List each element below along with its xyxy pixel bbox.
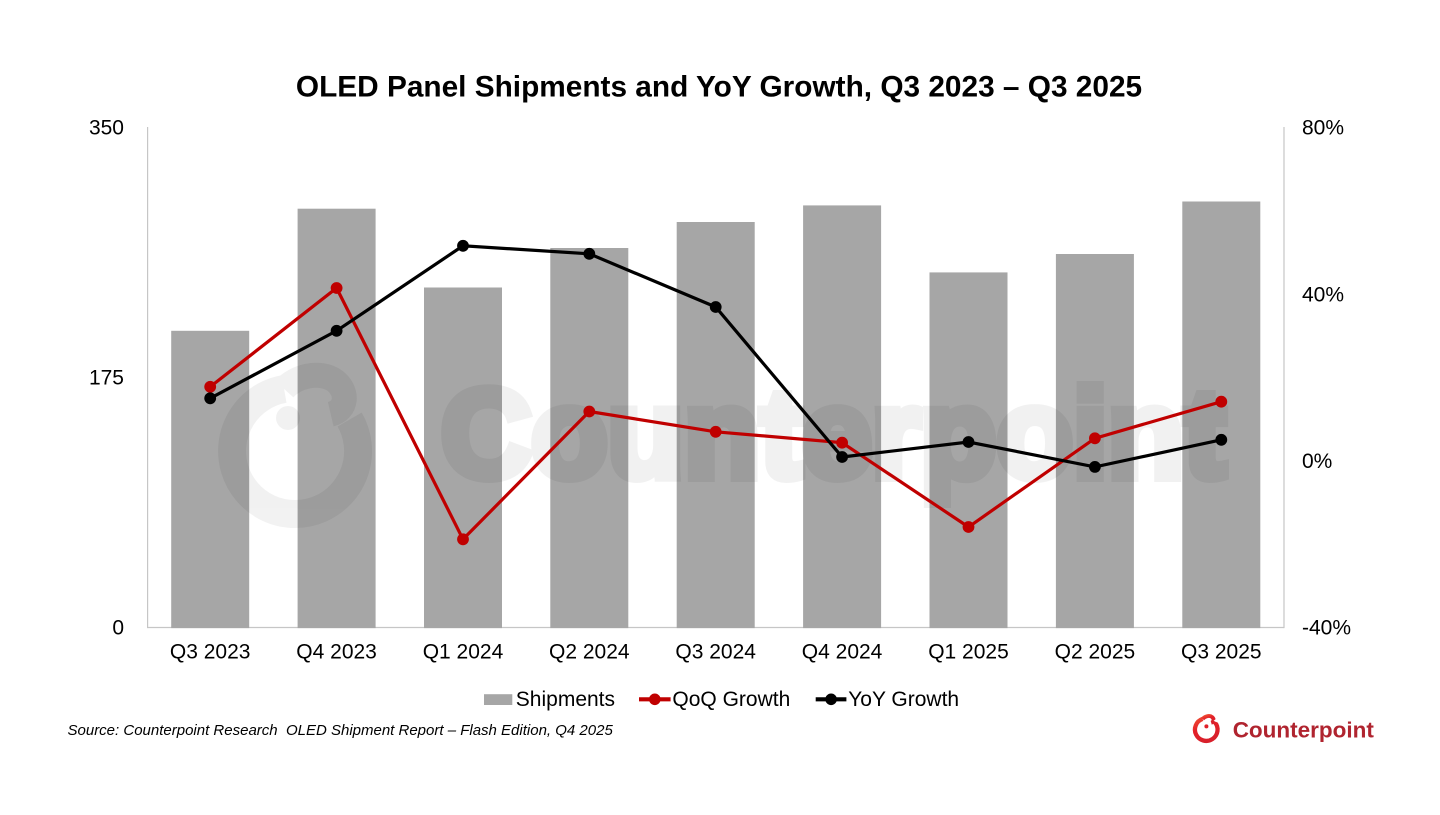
svg-text:Q1 2025: Q1 2025: [928, 640, 1009, 663]
svg-text:Counterpoint: Counterpoint: [1233, 718, 1375, 743]
svg-text:QoQ Growth: QoQ Growth: [672, 688, 790, 711]
svg-text:40%: 40%: [1302, 283, 1344, 306]
svg-text:Q3 2025: Q3 2025: [1181, 640, 1262, 663]
svg-text:Q2 2025: Q2 2025: [1055, 640, 1136, 663]
svg-text:Q2 2024: Q2 2024: [549, 640, 630, 663]
svg-text:Q3 2023: Q3 2023: [170, 640, 251, 663]
svg-text:175: 175: [89, 366, 124, 389]
svg-text:Q4 2024: Q4 2024: [802, 640, 883, 663]
svg-text:OLED Panel Shipments and YoY G: OLED Panel Shipments and YoY Growth, Q3 …: [296, 71, 1142, 104]
svg-text:0%: 0%: [1302, 450, 1332, 473]
svg-text:Q4 2023: Q4 2023: [296, 640, 377, 663]
svg-text:0: 0: [112, 617, 124, 640]
svg-text:350: 350: [89, 117, 124, 140]
svg-text:Q3 2024: Q3 2024: [675, 640, 756, 663]
svg-text:Shipments: Shipments: [516, 688, 615, 711]
svg-text:Source: Counterpoint Research: Source: Counterpoint Research OLED Shipm…: [68, 722, 614, 739]
svg-text:YoY Growth: YoY Growth: [848, 688, 959, 711]
svg-text:80%: 80%: [1302, 117, 1344, 140]
svg-text:-40%: -40%: [1302, 617, 1351, 640]
svg-text:Q1 2024: Q1 2024: [423, 640, 504, 663]
